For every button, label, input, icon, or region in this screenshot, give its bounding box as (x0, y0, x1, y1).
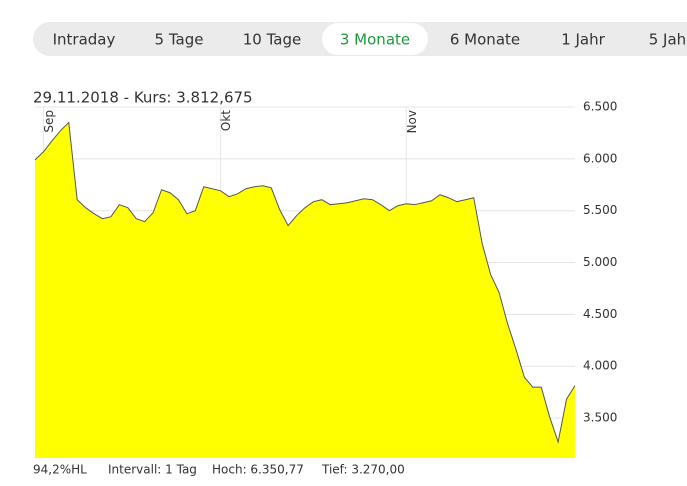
area (35, 122, 575, 458)
x-tick-label: Okt (219, 110, 233, 131)
stats: 94,2%HL Intervall: 1 Tag Hoch: 6.350,77 Tie… (33, 463, 405, 477)
y-tick-label: 3.500 (583, 411, 617, 425)
tab[interactable]: 3 Monate (340, 31, 410, 49)
tab[interactable]: 10 Tage (243, 31, 301, 49)
stat: Intervall: 1 Tag (108, 463, 197, 477)
tab[interactable]: 5 Tage (155, 31, 204, 49)
plot: 3.500 4.000 4.500 5.000 5.500 6.000 6.500 Sep Ok… (34, 100, 617, 458)
y-tick-label: 6.000 (583, 151, 617, 165)
x-tick-label: Sep (42, 110, 56, 133)
tabs: Intraday 5 Tage 10 Tage 3 Monate 6 Monate 1 J… (53, 23, 687, 55)
stat: 94,2%HL (33, 463, 87, 477)
active-tab-bg (322, 23, 428, 55)
line (34, 121, 576, 444)
y-tick-label: 4.500 (583, 307, 617, 321)
chart-title: 29.11.2018 - Kurs: 3.812,675 (33, 89, 253, 107)
tab[interactable]: 5 Jahre (649, 31, 687, 49)
stat: Hoch: 6.350,77 (212, 463, 304, 477)
y-tick-label: 6.500 (583, 100, 617, 114)
tab[interactable]: Intraday (53, 31, 116, 49)
y-tick-label: 4.000 (583, 359, 617, 373)
tab[interactable]: 6 Monate (450, 31, 520, 49)
stat: Tief: 3.270,00 (321, 463, 405, 477)
y-tick-label: 5.500 (583, 203, 617, 217)
tab[interactable]: 1 Jahr (561, 31, 605, 49)
y-tick-label: 5.000 (583, 255, 617, 269)
x-tick-label: Nov (405, 110, 419, 133)
